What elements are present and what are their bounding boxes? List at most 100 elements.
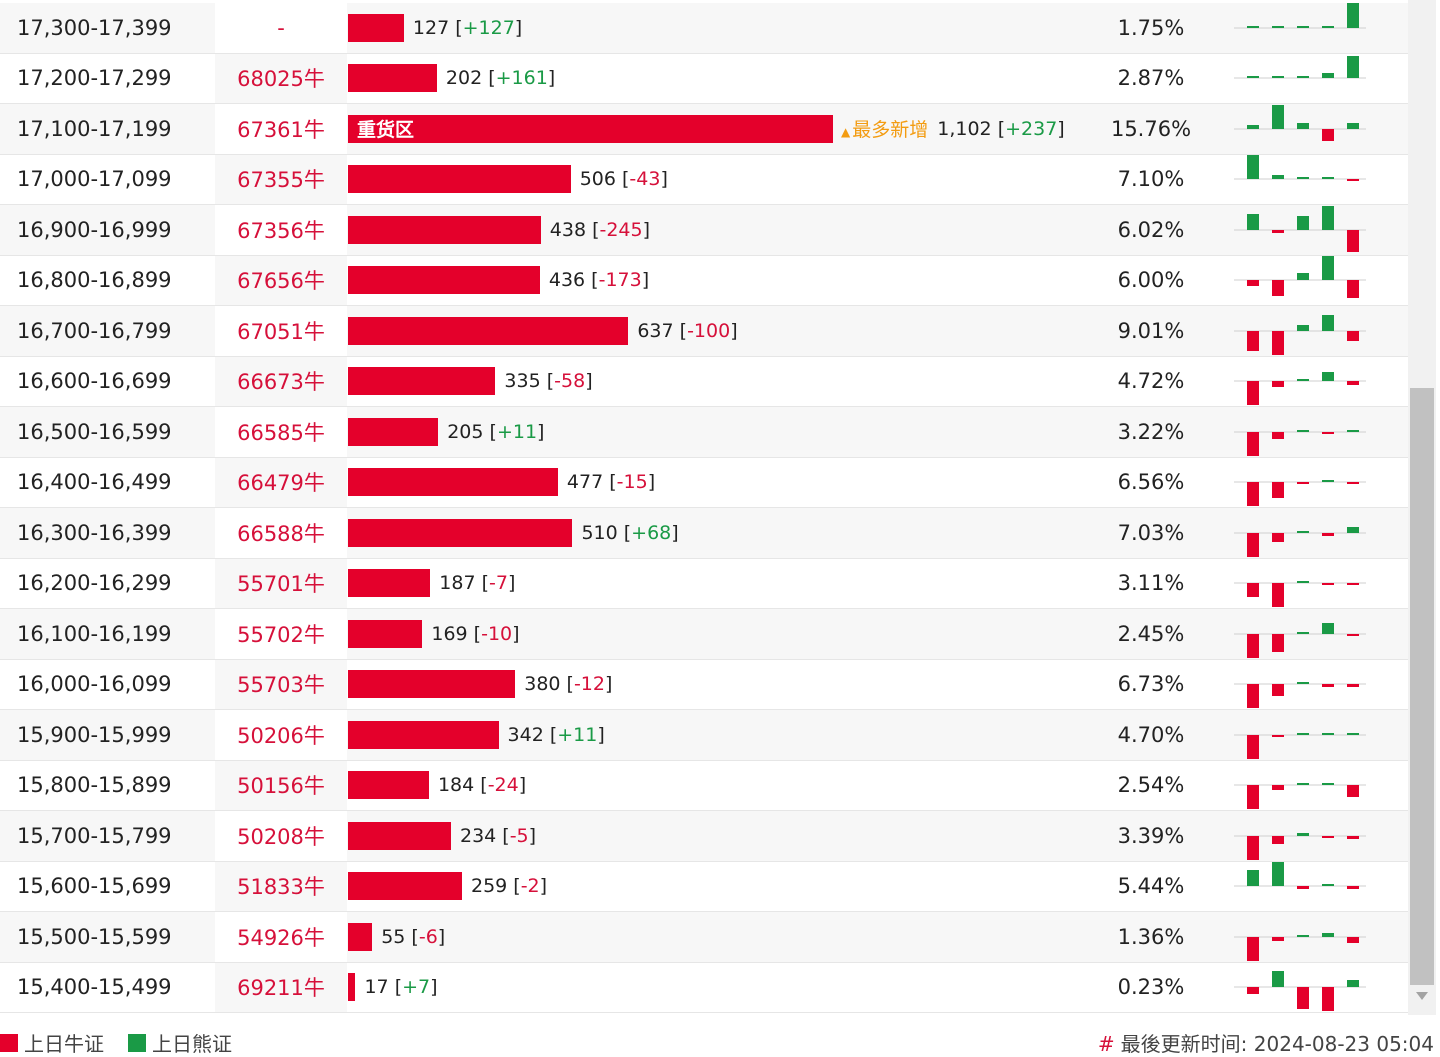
sparkline-bar [1272, 532, 1284, 542]
strike-range: 16,800-16,899 [17, 268, 172, 293]
warrant-code[interactable]: 54926牛 [215, 912, 347, 962]
sparkline-bar [1322, 732, 1334, 735]
quantity-bar [348, 417, 439, 446]
warrant-code[interactable]: 50206牛 [215, 710, 347, 760]
table-row[interactable]: 15,500-15,599 54926牛 55 [-6] 1.36% [0, 912, 1408, 963]
most-added-label: 最多新增 [852, 119, 929, 142]
scroll-down-arrow-icon[interactable] [1416, 992, 1428, 1000]
table-row[interactable]: 16,700-16,799 67051牛 637 [-100] 9.01% [0, 306, 1408, 357]
warrant-code[interactable]: 55702牛 [215, 609, 347, 659]
sparkline-bar [1247, 155, 1259, 180]
quantity-bar: 重货区 [348, 114, 833, 143]
sparkline-bar [1347, 684, 1359, 688]
warrant-code[interactable]: 67355牛 [215, 154, 347, 204]
sparkline-bar [1297, 631, 1309, 634]
quantity-bar [348, 821, 451, 850]
sparkline-bar [1297, 324, 1309, 331]
table-row[interactable]: 16,800-16,899 67656牛 436 [-173] 6.00% [0, 255, 1408, 306]
sparkline-bar [1247, 835, 1259, 860]
share-percent: 2.45% [1117, 621, 1185, 646]
warrant-code[interactable]: 66479牛 [215, 457, 347, 507]
table-row[interactable]: 16,200-16,299 55701牛 187 [-7] 3.11% [0, 558, 1408, 609]
warrant-code[interactable]: - [215, 3, 347, 53]
warrant-code[interactable]: 55703牛 [215, 659, 347, 709]
sparkline-svg [1234, 832, 1366, 860]
amount-text: 259 [-2] [470, 875, 548, 898]
sparkline-svg [1234, 971, 1366, 1012]
trend-sparkline [1234, 862, 1366, 912]
table-row[interactable]: 16,900-16,999 67356牛 438 [-245] 6.02% [0, 205, 1408, 256]
warrant-code[interactable]: 66588牛 [215, 508, 347, 558]
table-row[interactable]: 15,400-15,499 69211牛 17 [+7] 0.23% [0, 962, 1408, 1013]
sparkline-bar [1347, 179, 1359, 182]
warrant-code[interactable]: 66585牛 [215, 407, 347, 457]
warrant-code[interactable]: 69211牛 [215, 962, 347, 1012]
table-row[interactable]: 17,200-17,299 68025牛 202 [+161] 2.87% [0, 53, 1408, 104]
sparkline-svg [1234, 932, 1366, 961]
sparkline-bar [1322, 480, 1334, 483]
sparkline-bar [1272, 583, 1284, 608]
table-row[interactable]: 16,000-16,099 55703牛 380 [-12] 6.73% [0, 659, 1408, 710]
share-percent: 5.44% [1117, 874, 1185, 899]
warrant-code[interactable]: 50156牛 [215, 760, 347, 810]
strike-range: 16,400-16,499 [17, 470, 172, 495]
table-row[interactable]: 16,600-16,699 66673牛 335 [-58] 4.72% [0, 356, 1408, 407]
warrant-code[interactable]: 67051牛 [215, 306, 347, 356]
bar-cell: 169 [-10] [348, 609, 1108, 659]
quantity-bar [348, 619, 423, 648]
bar-cell: 259 [-2] [348, 862, 1108, 912]
sparkline-svg [1234, 429, 1366, 456]
strike-range: 15,400-15,499 [17, 975, 172, 1000]
amount-text: 637 [-100] [637, 319, 738, 342]
sparkline-bar [1297, 581, 1309, 584]
warrant-code[interactable]: 55701牛 [215, 558, 347, 608]
sparkline-bar [1247, 684, 1259, 709]
sparkline-bar [1272, 785, 1284, 791]
table-row[interactable]: 16,500-16,599 66585牛 205 [+11] 3.22% [0, 407, 1408, 458]
bar-cell: 234 [-5] [348, 811, 1108, 861]
quantity-bar [348, 215, 541, 244]
table-row[interactable]: 17,100-17,199 67361牛 重货区 ▲ 最多新增 1,102 [+237] 1… [0, 104, 1408, 155]
scrollbar-thumb[interactable] [1410, 388, 1434, 985]
warrant-code[interactable]: 67356牛 [215, 205, 347, 255]
trend-sparkline [1234, 761, 1366, 811]
sparkline-bar [1247, 330, 1259, 351]
amount-text: 506 [-43] [579, 168, 668, 191]
strike-range: 16,200-16,299 [17, 571, 172, 596]
sparkline-bar [1272, 633, 1284, 652]
warrant-code[interactable]: 67361牛 [215, 104, 347, 154]
amount-value: 335 [504, 370, 541, 393]
amount-text: 438 [-245] [549, 218, 651, 241]
change-value: -100 [687, 319, 731, 342]
quantity-bar [348, 64, 437, 93]
warrant-code[interactable]: 67656牛 [215, 255, 347, 305]
sparkline-bar [1247, 76, 1259, 79]
table-row[interactable]: 15,700-15,799 50208牛 234 [-5] 3.39% [0, 811, 1408, 862]
sparkline-bar [1347, 583, 1359, 586]
sparkline-bar [1322, 256, 1334, 281]
quantity-bar [348, 922, 373, 951]
table-row[interactable]: 16,100-16,199 55702牛 169 [-10] 2.45% [0, 609, 1408, 660]
warrant-code[interactable]: 51833牛 [215, 861, 347, 911]
trend-sparkline [1234, 660, 1366, 710]
warrant-code[interactable]: 50208牛 [215, 811, 347, 861]
sparkline-bar [1247, 785, 1259, 810]
table-row[interactable]: 15,600-15,699 51833牛 259 [-2] 5.44% [0, 861, 1408, 912]
table-row[interactable]: 17,300-17,399 - 127 [+127] 1.75% [0, 2, 1408, 54]
warrant-code[interactable]: 68025牛 [215, 53, 347, 103]
table-row[interactable]: 15,800-15,899 50156牛 184 [-24] 2.54% [0, 760, 1408, 811]
bar-cell: 436 [-173] [348, 256, 1108, 306]
warrant-code[interactable]: 66673牛 [215, 356, 347, 406]
sparkline-bar [1272, 431, 1284, 439]
table-row[interactable]: 17,000-17,099 67355牛 506 [-43] 7.10% [0, 154, 1408, 205]
scrollbar[interactable] [1408, 0, 1436, 1015]
quantity-bar [348, 720, 499, 749]
table-row[interactable]: 16,300-16,399 66588牛 510 [+68] 7.03% [0, 508, 1408, 559]
table-row[interactable]: 16,400-16,499 66479牛 477 [-15] 6.56% [0, 457, 1408, 508]
quantity-bar [348, 670, 516, 699]
trend-sparkline [1234, 811, 1366, 861]
share-percent: 6.56% [1117, 470, 1185, 495]
sparkline-svg [1234, 104, 1366, 141]
amount-value: 436 [548, 269, 586, 292]
table-row[interactable]: 15,900-15,999 50206牛 342 [+11] 4.70% [0, 710, 1408, 761]
